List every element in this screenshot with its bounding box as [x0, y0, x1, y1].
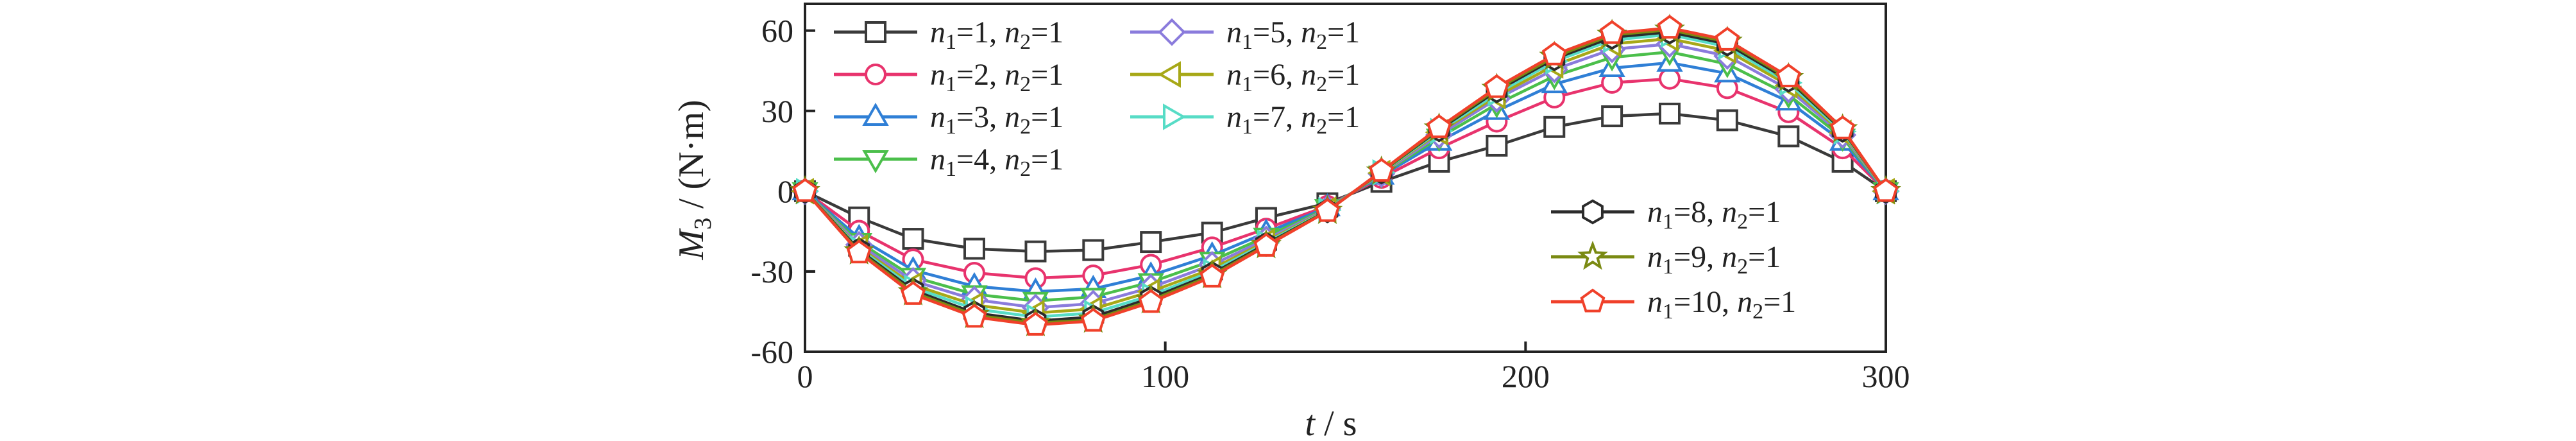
- legend-entry-7: n1=7, n2=1: [1130, 100, 1360, 139]
- legend-label: n1=10, n2=1: [1647, 285, 1796, 324]
- legend-label: n1=5, n2=1: [1226, 15, 1360, 54]
- data-point: [846, 239, 872, 264]
- legend-label: n1=2, n2=1: [930, 58, 1063, 96]
- data-point: [962, 304, 987, 328]
- data-point: [1140, 231, 1162, 254]
- data-point: [1599, 20, 1625, 44]
- x-tick-label: 100: [1141, 358, 1189, 394]
- legend-marker: [862, 150, 889, 174]
- data-point: [1777, 125, 1800, 148]
- x-axis-label: t / s: [1305, 404, 1357, 438]
- legend-label: n1=8, n2=1: [1647, 195, 1781, 234]
- y-tick-label: -30: [750, 254, 793, 290]
- legend-label: n1=3, n2=1: [930, 100, 1063, 139]
- data-point: [1080, 307, 1106, 332]
- data-point: [1830, 115, 1856, 139]
- data-point: [1543, 116, 1566, 138]
- series-line: [804, 112, 1887, 253]
- legend-entry-4: n1=4, n2=1: [834, 143, 1063, 181]
- legend-marker: [862, 102, 889, 126]
- legend-entry-8: n1=8, n2=1: [1551, 195, 1781, 234]
- legend-label: n1=4, n2=1: [930, 143, 1063, 181]
- legend-label: n1=9, n2=1: [1647, 240, 1781, 279]
- data-point: [1716, 109, 1738, 132]
- legend-entry-1: n1=1, n2=1: [834, 15, 1063, 54]
- legend-entry-6: n1=6, n2=1: [1130, 58, 1360, 96]
- legend-entry-10: n1=10, n2=1: [1551, 285, 1796, 324]
- legend-entry-5: n1=5, n2=1: [1130, 15, 1360, 54]
- legend-marker: [865, 64, 886, 85]
- x-tick-label: 200: [1502, 358, 1550, 394]
- data-point: [1138, 289, 1164, 313]
- data-point: [1486, 134, 1508, 157]
- data-point: [792, 178, 818, 202]
- data-point: [1657, 15, 1682, 39]
- data-point: [902, 228, 924, 250]
- legend-entry-9: n1=9, n2=1: [1551, 240, 1781, 279]
- legend: n1=1, n2=1 n1=2, n2=1 n1=3, n2=1 n1=4, n2=1…: [834, 15, 1796, 324]
- data-point: [1601, 105, 1623, 128]
- series-layer: [790, 13, 1901, 336]
- data-point: [1024, 240, 1047, 263]
- legend-label: n1=6, n2=1: [1226, 58, 1360, 96]
- legend-label: n1=1, n2=1: [930, 15, 1063, 54]
- data-point: [1659, 67, 1681, 90]
- data-point: [1659, 102, 1681, 125]
- data-point: [1541, 41, 1567, 65]
- data-point: [1427, 114, 1452, 139]
- x-tick-label: 300: [1862, 358, 1910, 394]
- series-10: [792, 15, 1899, 336]
- legend-entry-2: n1=2, n2=1: [834, 58, 1063, 96]
- legend-marker: [1582, 199, 1604, 225]
- legend-marker: [1580, 288, 1606, 313]
- y-tick-label: 60: [761, 13, 793, 49]
- axis-ticks: 0 100 200 300 -60 -30 0 30 60: [750, 13, 1910, 394]
- legend-marker: [865, 21, 886, 43]
- data-point: [1253, 232, 1279, 257]
- legend-marker: [1577, 240, 1608, 270]
- data-point: [1873, 178, 1899, 202]
- data-point: [1775, 63, 1801, 87]
- y-tick-label: 30: [761, 93, 793, 129]
- y-axis-label: M3 / (N·m): [672, 99, 716, 260]
- y-tick-label: -60: [750, 334, 793, 370]
- data-point: [1082, 239, 1105, 261]
- legend-entry-3: n1=3, n2=1: [834, 100, 1063, 139]
- data-point: [1369, 158, 1394, 182]
- data-point: [901, 281, 926, 305]
- legend-label: n1=7, n2=1: [1226, 100, 1360, 139]
- data-point: [1715, 26, 1740, 51]
- y-tick-label: 0: [777, 173, 793, 209]
- data-point: [1199, 263, 1225, 288]
- legend-marker: [1163, 103, 1187, 130]
- data-point: [963, 238, 985, 260]
- legend-marker: [1158, 18, 1186, 46]
- x-tick-label: 0: [797, 358, 813, 394]
- data-point: [1314, 198, 1340, 222]
- legend-marker: [1157, 61, 1181, 88]
- data-point: [1022, 311, 1048, 336]
- data-point: [1484, 74, 1509, 98]
